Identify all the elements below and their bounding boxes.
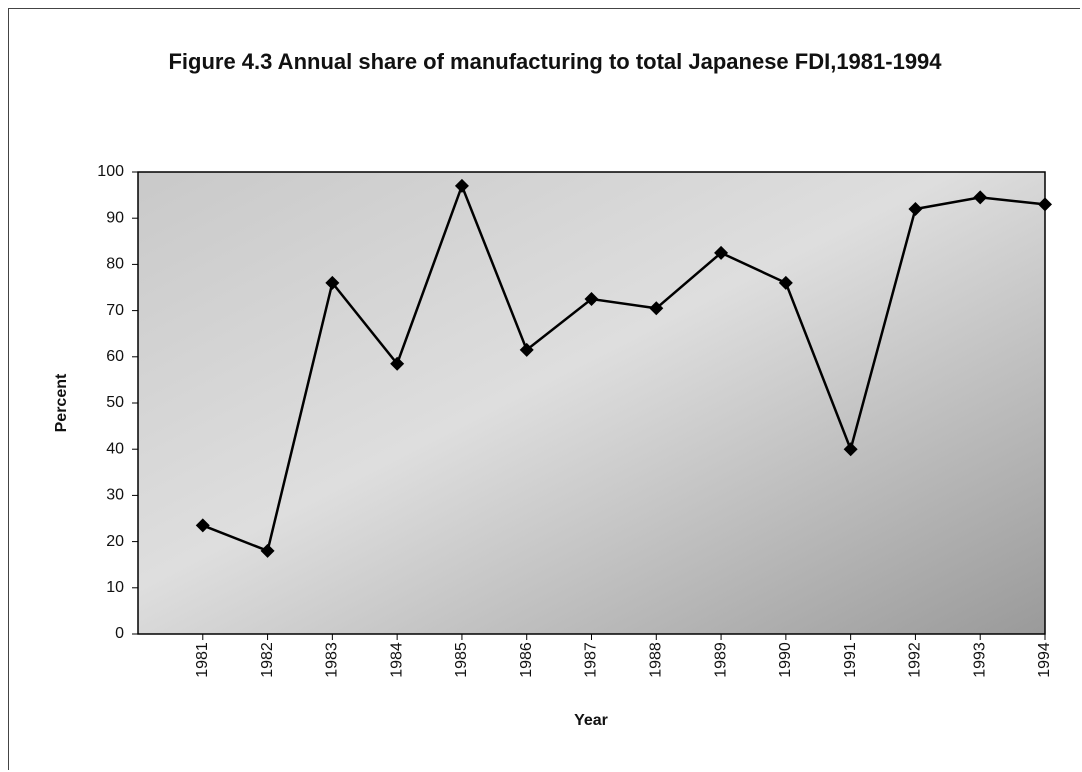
x-tick-label: 1990 [777, 642, 794, 678]
x-tick-label: 1981 [194, 642, 211, 678]
marker [390, 356, 405, 371]
marker [973, 190, 988, 205]
marker [649, 301, 664, 316]
x-tick-label: 1994 [1036, 642, 1053, 678]
x-tick-label: 1991 [842, 642, 859, 678]
x-tick-label: 1985 [453, 642, 470, 678]
y-tick-label: 60 [106, 348, 124, 365]
frame [8, 8, 1080, 770]
y-axis-label: Percent [53, 373, 70, 432]
marker [843, 442, 858, 457]
x-tick-label: 1986 [518, 642, 535, 678]
x-axis-label: Year [574, 712, 608, 729]
x-tick-label: 1984 [388, 642, 405, 678]
y-tick-label: 50 [106, 394, 124, 411]
marker [714, 245, 729, 260]
y-tick-label: 0 [115, 625, 124, 642]
x-tick-label: 1989 [712, 642, 729, 678]
y-tick-label: 100 [97, 163, 124, 180]
marker [908, 201, 923, 216]
y-tick-label: 40 [106, 440, 124, 457]
x-tick-label: 1982 [259, 642, 276, 678]
x-tick-label: 1983 [324, 642, 341, 678]
marker [260, 543, 275, 558]
x-tick-label: 1987 [583, 642, 600, 678]
marker [1038, 197, 1052, 212]
y-tick-label: 30 [106, 487, 124, 504]
marker [778, 275, 793, 290]
y-tick-label: 10 [106, 579, 124, 596]
y-tick-label: 90 [106, 209, 124, 226]
marker [584, 292, 599, 307]
x-tick-label: 1993 [971, 642, 988, 678]
marker [519, 342, 534, 357]
x-tick-label: 1992 [907, 642, 924, 678]
y-tick-label: 80 [106, 256, 124, 273]
marker [454, 178, 469, 193]
chart-title: Figure 4.3 Annual share of manufacturing… [168, 49, 942, 74]
plot-area [137, 171, 1046, 635]
marker [325, 275, 340, 290]
x-tick-label: 1988 [648, 642, 665, 678]
y-tick-label: 20 [106, 533, 124, 550]
y-tick-label: 70 [106, 302, 124, 319]
marker [195, 518, 210, 533]
line [202, 182, 1046, 553]
